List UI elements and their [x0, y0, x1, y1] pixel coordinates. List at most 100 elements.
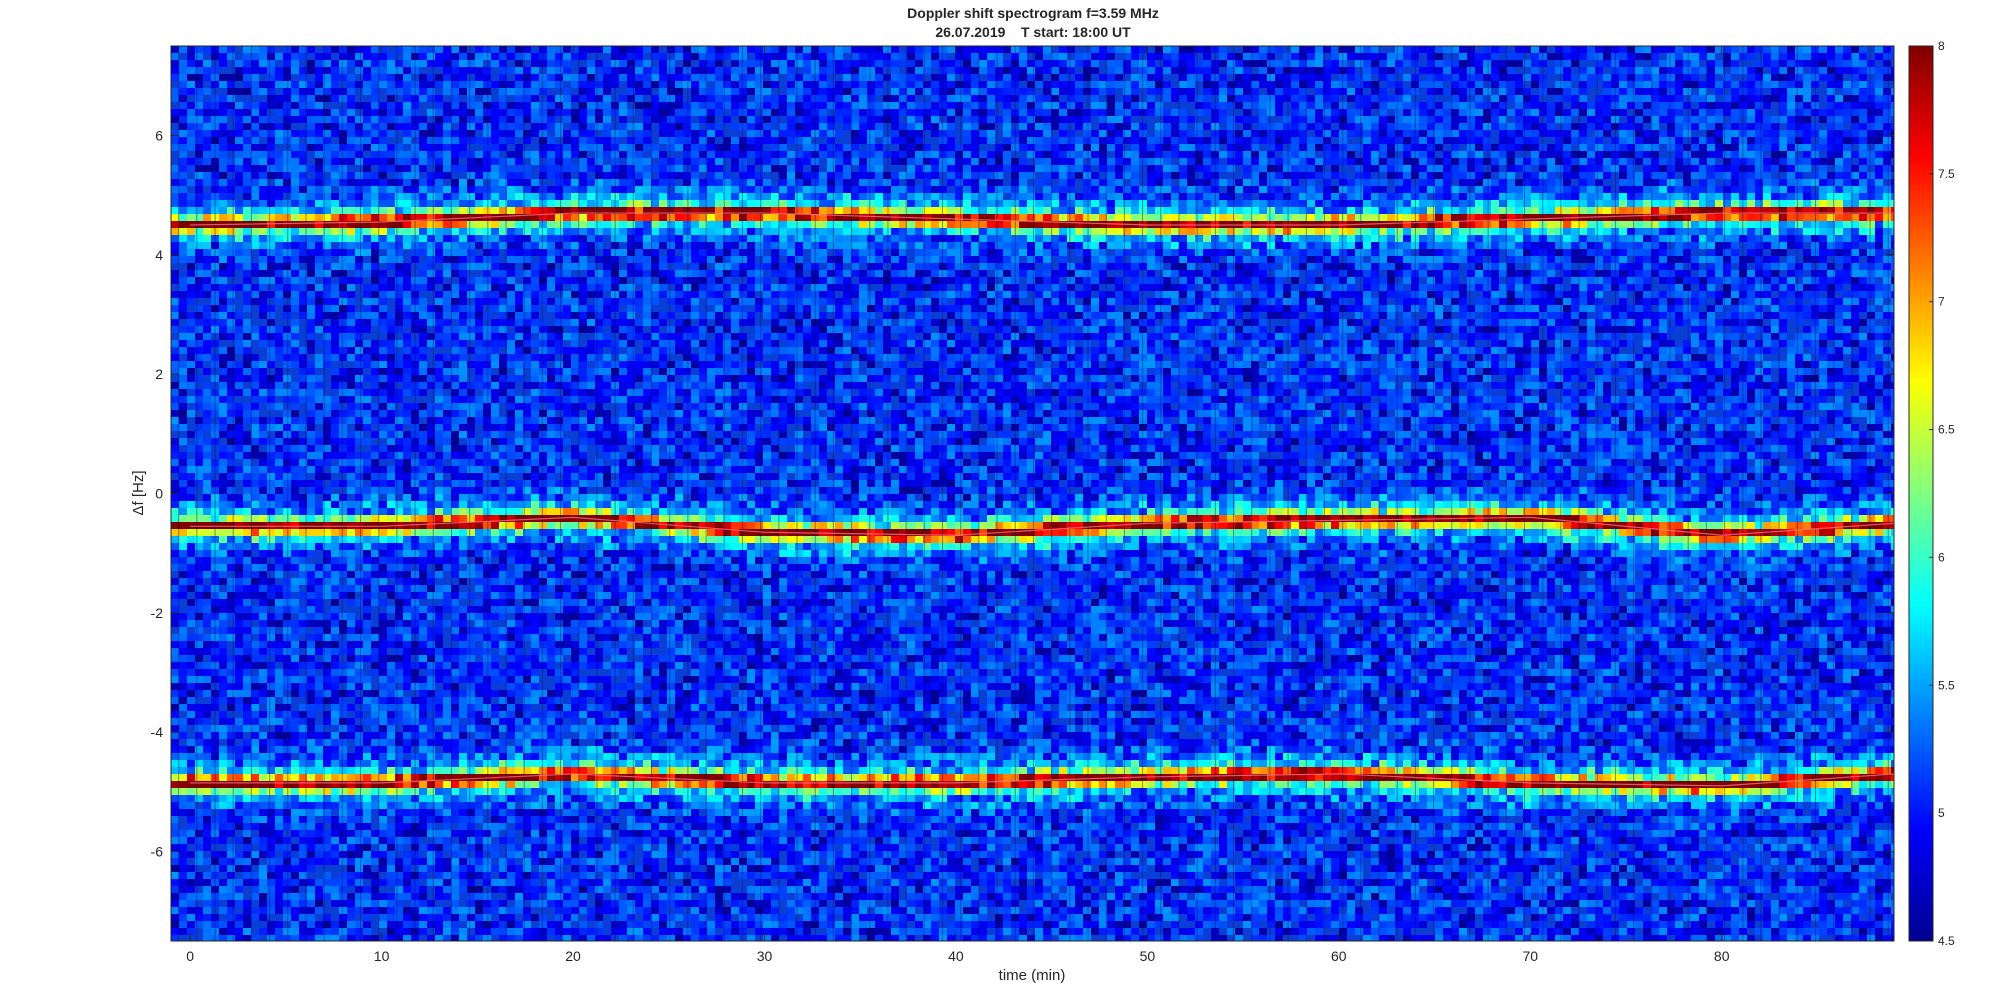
spectrogram-cell — [1835, 144, 1843, 151]
spectrogram-cell — [1491, 74, 1499, 81]
spectrogram-cell — [851, 81, 859, 88]
spectrogram-cell — [563, 186, 571, 193]
spectrogram-cell — [995, 81, 1003, 88]
spectrogram-cell — [619, 186, 627, 193]
spectrogram-cell — [1363, 144, 1371, 151]
spectrogram-cell — [1731, 151, 1739, 158]
spectrogram-cell — [715, 165, 723, 172]
spectrogram-cell — [771, 74, 779, 81]
spectrogram-cell — [515, 67, 523, 74]
spectrogram-cell — [1795, 144, 1803, 151]
spectrogram-cell — [1587, 81, 1595, 88]
spectrogram-cell — [307, 144, 315, 151]
spectrogram-cell — [579, 137, 587, 144]
spectrogram-cell — [795, 46, 803, 53]
spectrogram-cell — [859, 179, 867, 186]
spectrogram-cell — [955, 193, 963, 200]
spectrogram-cell — [1515, 193, 1523, 200]
spectrogram-cell — [451, 95, 459, 102]
spectrogram-cell — [1731, 95, 1739, 102]
spectrogram-cell — [755, 60, 763, 67]
spectrogram-cell — [1715, 81, 1723, 88]
spectrogram-cell — [1891, 74, 1899, 81]
spectrogram-cell — [1475, 60, 1483, 67]
spectrogram-cell — [851, 88, 859, 95]
spectrogram-cell — [1779, 116, 1787, 123]
spectrogram-cell — [251, 109, 259, 116]
spectrogram-cell — [587, 137, 595, 144]
spectrogram-cell — [907, 193, 915, 200]
spectrogram-cell — [1867, 193, 1875, 200]
spectrogram-cell — [1259, 193, 1267, 200]
spectrogram-cell — [595, 158, 603, 165]
spectrogram-cell — [675, 214, 683, 221]
spectrogram-cell — [1603, 46, 1611, 53]
spectrogram-cell — [1091, 102, 1099, 109]
spectrogram-cell — [795, 193, 803, 200]
spectrogram-cell — [219, 46, 227, 53]
spectrogram-cell — [1067, 81, 1075, 88]
spectrogram-cell — [1347, 67, 1355, 74]
spectrogram-cell — [419, 116, 427, 123]
spectrogram-cell — [179, 151, 187, 158]
spectrogram-cell — [1515, 165, 1523, 172]
spectrogram-cell — [1779, 53, 1787, 60]
spectrogram-cell — [1467, 116, 1475, 123]
spectrogram-cell — [427, 151, 435, 158]
spectrogram-cell — [619, 165, 627, 172]
spectrogram-cell — [1699, 123, 1707, 130]
spectrogram-cell — [1155, 158, 1163, 165]
spectrogram-cell — [243, 207, 251, 214]
spectrogram-cell — [1419, 81, 1427, 88]
spectrogram-cell — [555, 193, 563, 200]
spectrogram-cell — [851, 53, 859, 60]
spectrogram-cell — [275, 53, 283, 60]
spectrogram-cell — [1659, 165, 1667, 172]
spectrogram-cell — [859, 53, 867, 60]
spectrogram-cell — [371, 186, 379, 193]
spectrogram-cell — [579, 158, 587, 165]
spectrogram-cell — [1555, 81, 1563, 88]
spectrogram-cell — [1467, 172, 1475, 179]
spectrogram-cell — [651, 221, 659, 228]
spectrogram-cell — [1395, 144, 1403, 151]
spectrogram-cell — [1595, 179, 1603, 186]
spectrogram-cell — [283, 116, 291, 123]
spectrogram-cell — [1131, 137, 1139, 144]
spectrogram-cell — [547, 193, 555, 200]
spectrogram-cell — [459, 165, 467, 172]
spectrogram-cell — [1811, 200, 1819, 207]
spectrogram-cell — [435, 200, 443, 207]
spectrogram-cell — [1051, 109, 1059, 116]
spectrogram-cell — [1755, 95, 1763, 102]
spectrogram-cell — [515, 95, 523, 102]
spectrogram-cell — [1219, 200, 1227, 207]
spectrogram-cell — [907, 165, 915, 172]
spectrogram-cell — [1091, 193, 1099, 200]
spectrogram-cell — [1131, 193, 1139, 200]
spectrogram-cell — [1467, 81, 1475, 88]
spectrogram-cell — [1291, 53, 1299, 60]
spectrogram-cell — [755, 221, 763, 228]
spectrogram-cell — [419, 200, 427, 207]
spectrogram-cell — [1571, 102, 1579, 109]
spectrogram-cell — [1475, 179, 1483, 186]
spectrogram-cell — [587, 102, 595, 109]
spectrogram-cell — [539, 144, 547, 151]
spectrogram-cell — [1075, 193, 1083, 200]
spectrogram-cell — [1707, 74, 1715, 81]
spectrogram-cell — [907, 172, 915, 179]
spectrogram-cell — [683, 221, 691, 228]
spectrogram-cell — [1467, 193, 1475, 200]
spectrogram-cell — [1187, 186, 1195, 193]
spectrogram-cell — [683, 172, 691, 179]
spectrogram-cell — [763, 137, 771, 144]
spectrogram-cell — [1459, 102, 1467, 109]
spectrogram-cell — [1347, 144, 1355, 151]
spectrogram-cell — [619, 200, 627, 207]
spectrogram-cell — [339, 130, 347, 137]
spectrogram-cell — [1435, 60, 1443, 67]
spectrogram-cell — [475, 88, 483, 95]
spectrogram-cell — [1179, 116, 1187, 123]
spectrogram-cell — [347, 186, 355, 193]
